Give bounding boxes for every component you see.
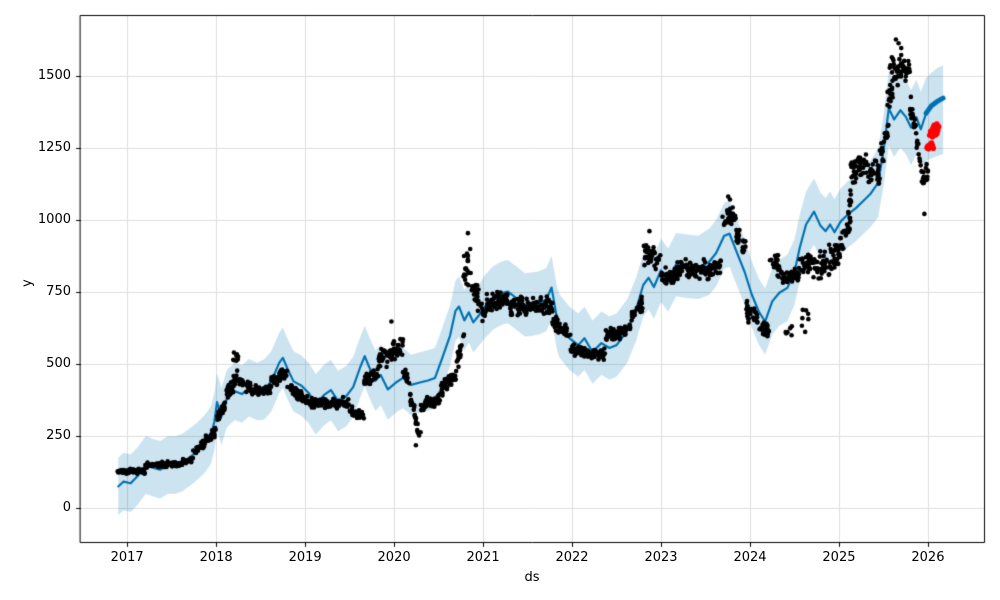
y-tick-label: 250 bbox=[46, 428, 71, 444]
y-tick-label: 750 bbox=[46, 284, 71, 300]
x-tick-label: 2022 bbox=[555, 550, 589, 565]
x-tick-label: 2017 bbox=[110, 550, 144, 565]
x-tick-label: 2026 bbox=[911, 550, 945, 565]
y-tick-label: 1250 bbox=[37, 140, 71, 156]
y-tick-label: 1000 bbox=[37, 212, 71, 228]
x-tick-label: 2021 bbox=[466, 550, 500, 565]
x-tick-label: 2020 bbox=[377, 550, 411, 565]
y-tick-label: 1500 bbox=[37, 68, 71, 84]
x-tick-label: 2019 bbox=[288, 550, 322, 565]
y-axis-label: y bbox=[20, 279, 35, 287]
x-tick-label: 2023 bbox=[644, 550, 678, 565]
x-tick-label: 2018 bbox=[199, 550, 233, 565]
y-tick-label: 500 bbox=[46, 356, 71, 372]
x-tick-label: 2024 bbox=[733, 550, 767, 565]
x-tick-label: 2025 bbox=[822, 550, 856, 565]
x-axis-label: ds bbox=[524, 570, 540, 585]
y-tick-label: 0 bbox=[62, 500, 71, 516]
